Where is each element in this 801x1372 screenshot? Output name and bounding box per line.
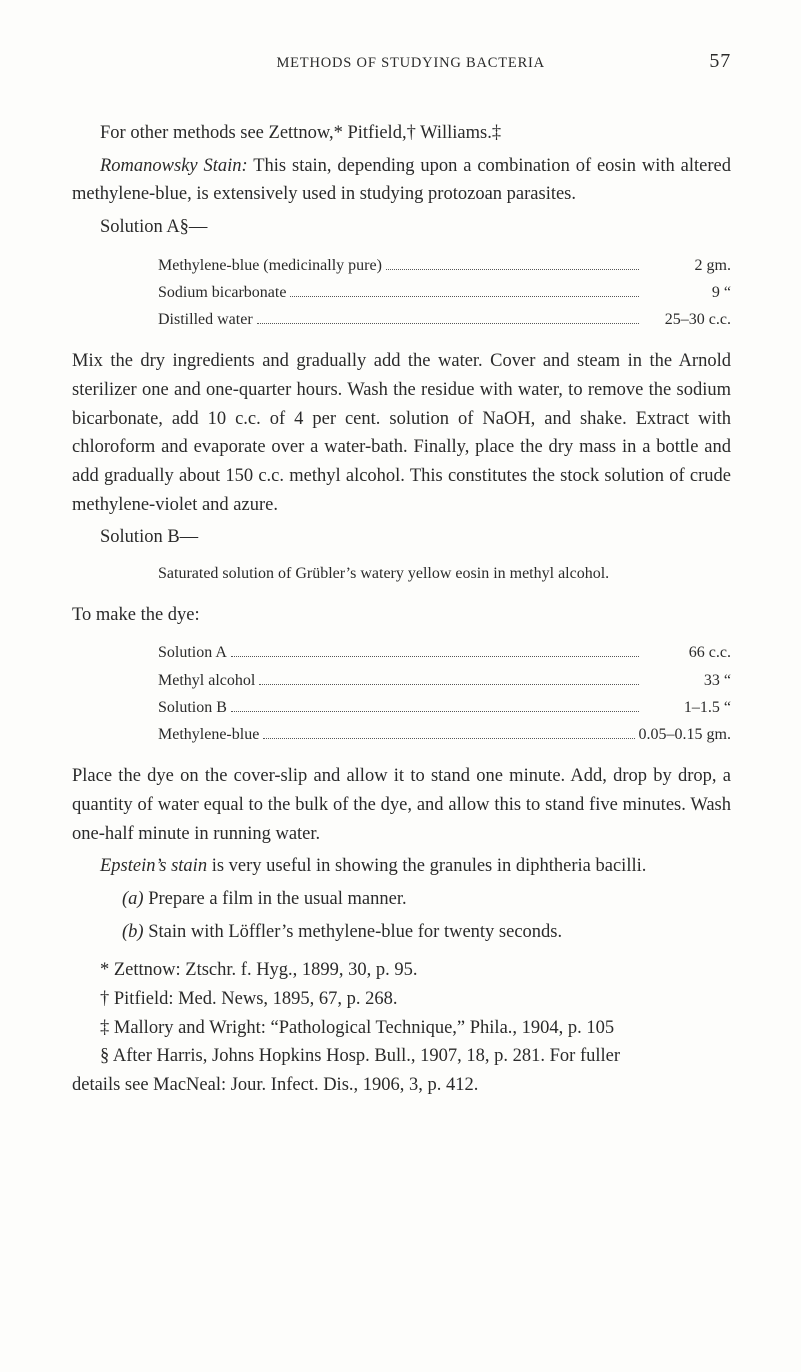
ingredient-value: 9 “ xyxy=(643,279,731,306)
leader-dots xyxy=(386,256,639,270)
leader-dots xyxy=(259,671,639,685)
step-a-marker: (a) xyxy=(122,889,144,909)
leader-dots xyxy=(290,283,639,297)
running-head: METHODS OF STUDYING BACTERIA 57 xyxy=(72,50,731,73)
page: METHODS OF STUDYING BACTERIA 57 For othe… xyxy=(0,0,801,1372)
footnote-1: * Zettnow: Ztschr. f. Hyg., 1899, 30, p.… xyxy=(72,956,731,985)
ingredient-row: Methyl alcohol 33 “ xyxy=(158,667,731,694)
step-a-text: Prepare a film in the usual manner. xyxy=(144,889,407,909)
to-make-dye: To make the dye: xyxy=(72,601,731,630)
leader-dots xyxy=(257,310,639,324)
page-number: 57 xyxy=(709,50,731,73)
ingredient-row: Sodium bicarbonate 9 “ xyxy=(158,279,731,306)
paragraph-epstein: Epstein’s stain is very useful in showin… xyxy=(72,852,731,881)
solution-b-label: Solution B— xyxy=(72,523,731,552)
ingredient-value: 25–30 c.c. xyxy=(643,306,731,333)
step-b-marker: (b) xyxy=(122,922,144,942)
epstein-text: is very useful in showing the granules i… xyxy=(207,856,646,876)
footnote-4-line1: § After Harris, Johns Hopkins Hosp. Bull… xyxy=(72,1042,731,1071)
ingredient-label: Solution A xyxy=(158,639,227,666)
ingredient-label: Sodium bicarbonate xyxy=(158,279,286,306)
ingredient-label: Methylene-blue (medicinally pure) xyxy=(158,252,382,279)
ingredient-row: Methylene-blue (medicinally pure) 2 gm. xyxy=(158,252,731,279)
footnotes: * Zettnow: Ztschr. f. Hyg., 1899, 30, p.… xyxy=(72,956,731,1099)
romanowsky-heading: Romanowsky Stain: xyxy=(100,156,248,176)
footnote-4-line2: details see MacNeal: Jour. Infect. Dis.,… xyxy=(72,1071,731,1100)
leader-dots xyxy=(263,725,634,739)
paragraph-mix: Mix the dry ingredients and gradually ad… xyxy=(72,347,731,519)
ingredient-value: 33 “ xyxy=(643,667,731,694)
ingredient-value: 66 c.c. xyxy=(643,639,731,666)
ingredient-value: 0.05–0.15 gm. xyxy=(639,721,731,748)
dye-ingredients: Solution A 66 c.c. Methyl alcohol 33 “ S… xyxy=(158,639,731,748)
ingredient-row: Solution A 66 c.c. xyxy=(158,639,731,666)
ingredient-label: Distilled water xyxy=(158,306,253,333)
paragraph-romanowsky: Romanowsky Stain: This stain, depending … xyxy=(72,152,731,209)
step-a: (a) Prepare a film in the usual manner. xyxy=(122,885,731,914)
ingredient-row: Methylene-blue 0.05–0.15 gm. xyxy=(158,721,731,748)
solution-a-label: Solution A§— xyxy=(72,213,731,242)
ingredient-label: Methyl alcohol xyxy=(158,667,255,694)
leader-dots xyxy=(231,698,639,712)
paragraph-place-dye: Place the dye on the cover-slip and allo… xyxy=(72,762,731,848)
running-title: METHODS OF STUDYING BACTERIA xyxy=(112,55,709,72)
paragraph-other-methods: For other methods see Zettnow,* Pitfield… xyxy=(72,119,731,148)
footnote-3: ‡ Mallory and Wright: “Pathological Tech… xyxy=(72,1014,731,1043)
epstein-heading: Epstein’s stain xyxy=(100,856,207,876)
leader-dots xyxy=(231,644,639,658)
ingredient-row: Solution B 1–1.5 “ xyxy=(158,694,731,721)
ingredient-label: Solution B xyxy=(158,694,227,721)
footnote-2: † Pitfield: Med. News, 1895, 67, p. 268. xyxy=(72,985,731,1014)
solution-b-note-text: Saturated solution of Grübler’s watery y… xyxy=(158,562,721,587)
step-b-text: Stain with Löffler’s methylene-blue for … xyxy=(144,922,563,942)
ingredient-row: Distilled water 25–30 c.c. xyxy=(158,306,731,333)
solution-b-note: Saturated solution of Grübler’s watery y… xyxy=(158,562,731,587)
solution-a-ingredients: Methylene-blue (medicinally pure) 2 gm. … xyxy=(158,252,731,334)
ingredient-value: 2 gm. xyxy=(643,252,731,279)
ingredient-value: 1–1.5 “ xyxy=(643,694,731,721)
step-b: (b) Stain with Löffler’s methylene-blue … xyxy=(122,918,731,947)
ingredient-label: Methylene-blue xyxy=(158,721,259,748)
